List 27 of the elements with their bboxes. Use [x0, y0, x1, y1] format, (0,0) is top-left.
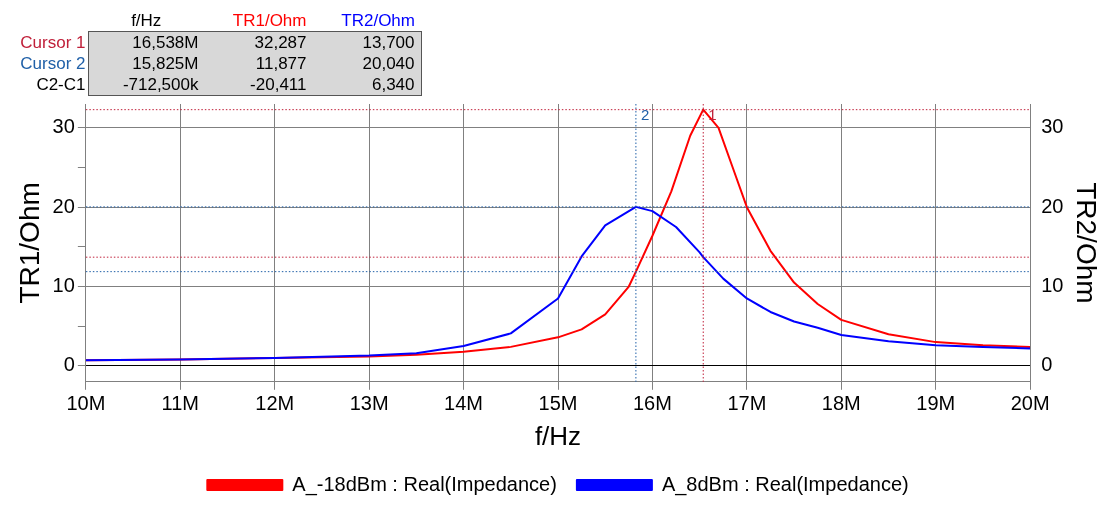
annotation: 2: [640, 105, 650, 123]
y-tick-label: 20: [52, 194, 75, 217]
x-tick-label: 12M: [255, 392, 295, 415]
x-tick-label: 14M: [444, 392, 484, 415]
x-tick-label: 11M: [161, 392, 199, 415]
y-tick-label: 10: [52, 274, 75, 297]
legend-label: A_-18dBm : Real(Impedance): [292, 472, 557, 496]
y2-tick-label: 10: [1041, 274, 1064, 297]
x-tick-label: 20M: [1010, 392, 1050, 415]
y-axis-title: TR1/Ohm: [13, 182, 45, 304]
y2-tick-label: 30: [1041, 115, 1064, 138]
x-tick-label: 19M: [916, 392, 956, 415]
cursor-table: f/Hz TR1/Ohm TR2/Ohm Cursor 1 16,538M 32,287 13,700 Cursor 2 15,825M 11,877 20,040 C2-C1 -712,500k -20,411 6,340: [8, 10, 422, 96]
x-tick-label: 18M: [821, 392, 861, 415]
annotation: 1: [708, 105, 717, 123]
y2-tick-label: 20: [1041, 194, 1064, 217]
y-tick-label: 30: [52, 115, 75, 138]
x-axis-title: f/Hz: [534, 420, 582, 451]
y2-axis-title: TR2/Ohm: [1071, 182, 1103, 304]
y2-tick-label: 0: [1041, 353, 1053, 376]
x-tick-label: 13M: [349, 392, 389, 415]
x-tick-label: 15M: [538, 392, 578, 415]
x-tick-label: 10M: [66, 392, 106, 415]
legend-label: A_8dBm : Real(Impedance): [661, 472, 909, 496]
y-tick-label: 0: [63, 353, 75, 376]
x-tick-label: 17M: [727, 392, 767, 415]
x-tick-label: 16M: [632, 392, 672, 415]
